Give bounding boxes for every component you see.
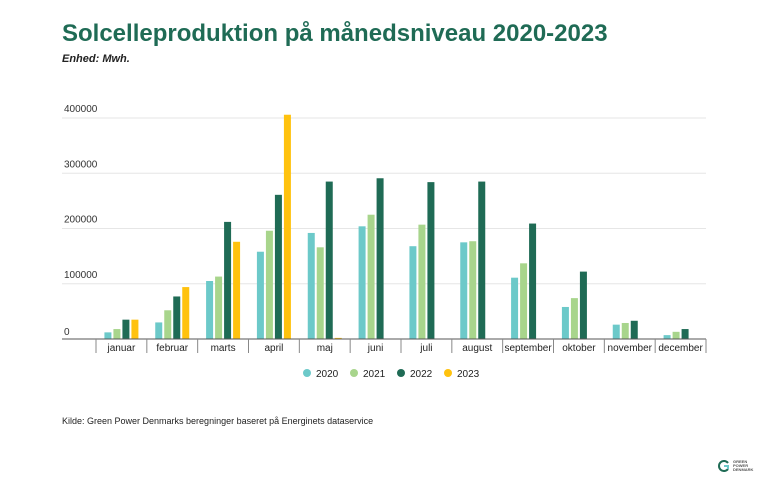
- bar-2020-februar: [155, 322, 163, 339]
- green-power-denmark-logo-icon: [718, 460, 729, 472]
- x-tick-label: september: [504, 343, 552, 354]
- x-tick-label: oktober: [562, 343, 596, 354]
- legend-marker-2020: [303, 369, 311, 377]
- bar-2022-april: [274, 194, 282, 339]
- bar-2022-oktober: [579, 271, 587, 339]
- x-tick-label: november: [608, 343, 653, 354]
- bar-2020-januar: [104, 332, 112, 339]
- bar-2022-februar: [173, 296, 181, 339]
- bar-2021-september: [520, 263, 528, 339]
- bar-2020-september: [511, 277, 519, 339]
- bar-2023-januar: [131, 319, 139, 339]
- bar-2021-december: [672, 331, 680, 339]
- bar-2022-september: [529, 223, 537, 339]
- y-tick-label: 100000: [64, 270, 98, 281]
- y-axis-ticks: 0 100000 200000 300000 400000: [64, 104, 98, 338]
- bar-2021-marts: [215, 276, 223, 339]
- bar-2021-maj: [316, 247, 324, 339]
- y-tick-label: 0: [64, 327, 70, 338]
- logo-text: GREEN POWER DENMARK: [733, 459, 754, 472]
- chart-subtitle: Enhed: Mwh.: [62, 53, 130, 65]
- bar-2020-april: [256, 251, 264, 339]
- bar-2023-april: [283, 114, 291, 339]
- x-axis: januar februar marts april maj juni juli august…: [62, 338, 707, 354]
- legend-label-2022: 2022: [410, 369, 433, 380]
- bar-2021-juni: [367, 214, 375, 339]
- y-tick-label: 300000: [64, 159, 98, 170]
- bar-2020-december: [663, 335, 671, 339]
- bar-2021-oktober: [570, 298, 578, 339]
- bar-2022-november: [630, 320, 638, 339]
- bar-2020-juli: [409, 246, 417, 339]
- x-tick-label: august: [462, 343, 492, 354]
- bar-2021-februar: [164, 310, 172, 339]
- legend-marker-2023: [444, 369, 452, 377]
- bar-2020-marts: [206, 281, 214, 339]
- x-tick-label: marts: [211, 343, 236, 354]
- grid-lines: [62, 117, 706, 285]
- bar-2023-februar: [182, 287, 190, 339]
- x-tick-label: januar: [107, 343, 136, 354]
- bar-2020-maj: [307, 232, 315, 339]
- bar-2020-november: [612, 324, 620, 339]
- legend-marker-2022: [397, 369, 405, 377]
- logo: GREEN POWER DENMARK: [718, 460, 753, 472]
- bar-2022-juni: [376, 178, 384, 339]
- x-tick-label: maj: [317, 343, 333, 354]
- bar-2021-januar: [113, 329, 121, 339]
- legend-label-2023: 2023: [457, 369, 480, 380]
- legend-marker-2021: [350, 369, 358, 377]
- bar-2022-december: [681, 329, 689, 339]
- legend: 2020 2021 2022 2023: [303, 369, 480, 380]
- bar-2021-april: [265, 230, 273, 339]
- x-tick-label: december: [658, 343, 703, 354]
- legend-label-2021: 2021: [363, 369, 386, 380]
- bars: [104, 114, 689, 339]
- bar-2021-august: [469, 241, 477, 339]
- bar-2020-august: [460, 242, 468, 339]
- bar-2022-januar: [122, 319, 130, 339]
- bar-2023-maj: [334, 337, 342, 339]
- bar-2020-oktober: [561, 306, 569, 339]
- bar-2023-marts: [233, 241, 241, 339]
- x-tick-label: juli: [419, 343, 432, 354]
- chart-title: Solcelleproduktion på månedsniveau 2020-…: [62, 20, 608, 47]
- y-tick-label: 200000: [64, 215, 98, 226]
- x-tick-label: februar: [156, 343, 188, 354]
- bar-2021-november: [621, 322, 629, 339]
- legend-label-2020: 2020: [316, 369, 339, 380]
- bar-2022-maj: [325, 181, 333, 339]
- bar-2021-juli: [418, 224, 426, 339]
- x-tick-label: april: [264, 343, 283, 354]
- source-note: Kilde: Green Power Denmarks beregninger …: [62, 416, 374, 426]
- bar-2020-juni: [358, 226, 366, 339]
- x-tick-label: juni: [367, 343, 384, 354]
- bar-2022-august: [478, 181, 486, 339]
- y-tick-label: 400000: [64, 104, 98, 115]
- bar-2022-juli: [427, 182, 435, 339]
- bar-2022-marts: [224, 221, 232, 339]
